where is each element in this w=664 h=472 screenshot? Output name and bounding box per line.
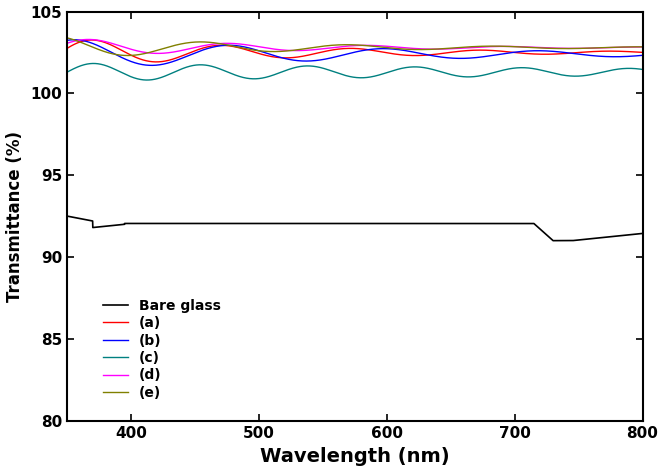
Bare glass xyxy=(163,220,171,226)
(c) xyxy=(163,72,171,78)
(e) xyxy=(124,53,131,59)
Line: (d): (d) xyxy=(67,40,643,53)
(d) xyxy=(63,41,71,46)
(a) xyxy=(284,55,292,61)
(e) xyxy=(129,52,137,58)
Bare glass xyxy=(639,231,647,236)
(b) xyxy=(284,56,292,62)
(d) xyxy=(284,48,292,53)
(c) xyxy=(63,69,71,75)
(c) xyxy=(639,67,647,72)
X-axis label: Wavelength (nm): Wavelength (nm) xyxy=(260,447,450,466)
(d) xyxy=(627,44,635,50)
(e) xyxy=(566,46,574,51)
Line: (a): (a) xyxy=(67,40,643,62)
(d) xyxy=(163,50,171,56)
(b) xyxy=(566,50,574,56)
(b) xyxy=(63,38,71,43)
Legend: Bare glass, (a), (b), (c), (d), (e): Bare glass, (a), (b), (c), (d), (e) xyxy=(97,293,226,405)
(a) xyxy=(152,59,160,65)
(e) xyxy=(63,35,71,41)
(d) xyxy=(153,51,161,56)
(e) xyxy=(309,45,317,51)
Bare glass xyxy=(627,232,635,237)
(b) xyxy=(147,63,155,68)
(c) xyxy=(309,63,317,69)
(b) xyxy=(627,53,635,59)
Bare glass xyxy=(129,220,137,226)
Y-axis label: Transmittance (%): Transmittance (%) xyxy=(5,131,23,302)
(d) xyxy=(639,44,647,50)
Bare glass xyxy=(309,220,317,226)
Bare glass xyxy=(566,238,574,244)
(e) xyxy=(163,45,171,51)
Bare glass xyxy=(549,238,557,244)
Line: (e): (e) xyxy=(67,38,643,56)
(e) xyxy=(284,48,292,54)
(c) xyxy=(284,67,292,73)
(a) xyxy=(566,51,574,56)
(d) xyxy=(129,47,137,52)
(a) xyxy=(163,58,171,63)
(c) xyxy=(566,73,574,79)
Bare glass xyxy=(284,220,291,226)
(a) xyxy=(627,49,635,55)
(a) xyxy=(309,51,317,57)
(c) xyxy=(143,77,151,83)
(d) xyxy=(309,47,317,52)
(e) xyxy=(627,44,635,50)
(b) xyxy=(70,37,78,42)
(a) xyxy=(129,53,137,59)
(a) xyxy=(63,45,71,51)
(a) xyxy=(88,37,96,43)
(d) xyxy=(566,45,574,51)
(b) xyxy=(639,52,647,58)
(c) xyxy=(627,66,635,71)
(c) xyxy=(90,60,98,66)
(b) xyxy=(309,58,317,64)
Line: (c): (c) xyxy=(67,63,643,80)
(d) xyxy=(84,37,92,42)
(b) xyxy=(163,60,171,66)
(c) xyxy=(129,75,137,80)
(a) xyxy=(639,50,647,55)
(e) xyxy=(639,44,647,50)
Bare glass xyxy=(63,213,71,219)
Line: Bare glass: Bare glass xyxy=(67,216,643,241)
(b) xyxy=(129,59,137,65)
Line: (b): (b) xyxy=(67,40,643,66)
